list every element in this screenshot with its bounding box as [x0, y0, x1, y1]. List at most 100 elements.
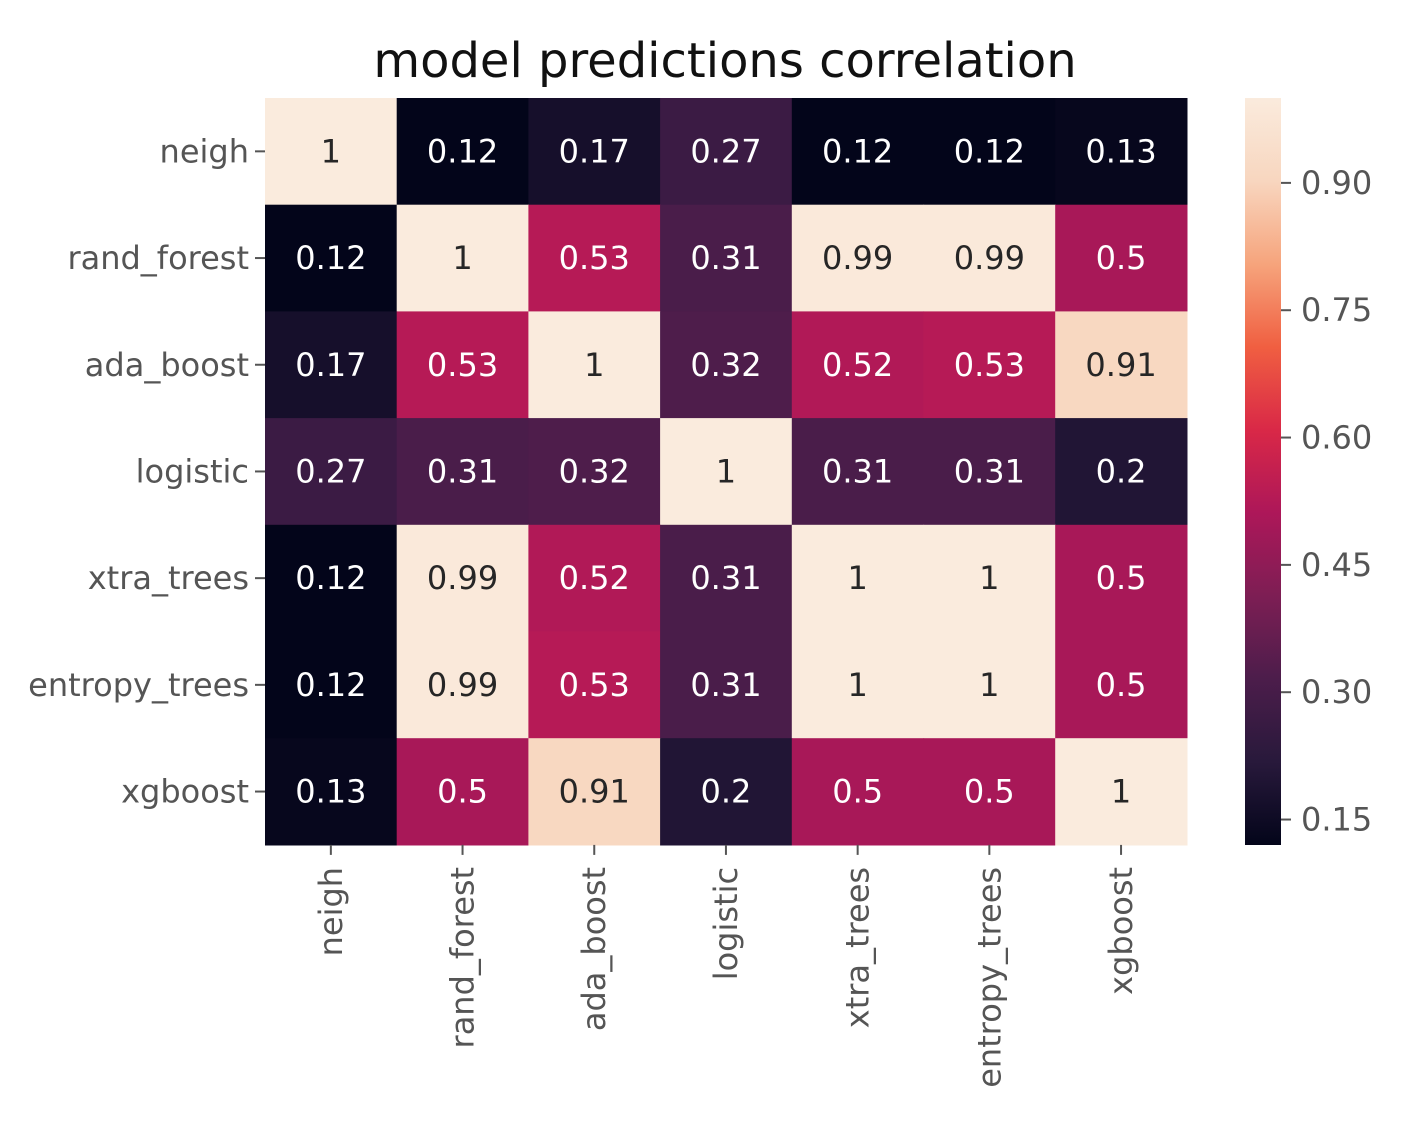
heatmap-cell — [660, 311, 793, 419]
cell-value-label: 0.91 — [1085, 346, 1156, 384]
heatmap-cell — [791, 204, 925, 312]
cell-value-label: 0.31 — [690, 559, 761, 597]
heatmap-cell — [1055, 98, 1188, 206]
cell-value-label: 0.52 — [822, 346, 893, 384]
x-tick-label: entropy_trees — [970, 867, 1008, 1088]
heatmap-cell-labels: 1 0.12 0.17 0.27 0.12 0.12 0.13 0.12 1 0.53 0.31 0.… — [295, 132, 1156, 810]
x-tick-label: xtra_trees — [839, 867, 877, 1028]
cell-value-label: 0.27 — [690, 132, 761, 170]
heatmap-cell — [528, 738, 661, 846]
cell-value-label: 0.99 — [822, 239, 893, 277]
x-tick-label: ada_boost — [575, 867, 613, 1031]
colorbar-tick-label: 0.30 — [1301, 673, 1372, 711]
heatmap-cell — [265, 738, 398, 846]
cell-value-label: 0.5 — [964, 773, 1015, 811]
heatmap-cell — [265, 311, 398, 419]
cell-value-label: 1 — [584, 346, 604, 384]
cell-value-label: 0.13 — [295, 773, 366, 811]
y-tick-label: entropy_trees — [28, 666, 249, 704]
heatmap-cell — [528, 524, 661, 633]
heatmap-cell — [660, 738, 793, 846]
heatmap-cells — [265, 98, 1188, 846]
heatmap-cell — [1055, 311, 1188, 419]
y-tick-label: ada_boost — [85, 346, 249, 384]
heatmap-cell — [396, 98, 529, 206]
cell-value-label: 0.53 — [559, 239, 630, 277]
colorbar-tick-label: 0.75 — [1301, 291, 1372, 329]
cell-value-label: 0.32 — [690, 346, 761, 384]
colorbar-tick-label: 0.15 — [1301, 801, 1372, 839]
heatmap-cell — [923, 524, 1056, 633]
cell-value-label: 1 — [847, 559, 867, 597]
heatmap-cell — [791, 524, 925, 633]
cell-value-label: 0.12 — [295, 666, 366, 704]
heatmap-cell — [1055, 418, 1188, 526]
heatmap-cell — [791, 418, 925, 526]
heatmap-cell — [923, 631, 1056, 739]
cell-value-label: 0.12 — [295, 559, 366, 597]
cell-value-label: 1 — [979, 559, 999, 597]
cell-value-label: 0.5 — [1096, 666, 1147, 704]
heatmap-cell — [265, 204, 398, 312]
cell-value-label: 0.5 — [1096, 559, 1147, 597]
cell-value-label: 0.31 — [690, 239, 761, 277]
heatmap-cell — [660, 418, 793, 526]
cell-value-label: 0.91 — [559, 773, 630, 811]
y-tick-label: logistic — [136, 452, 249, 490]
colorbar-tick-label: 0.90 — [1301, 164, 1372, 202]
cell-value-label: 0.2 — [701, 773, 752, 811]
cell-value-label: 0.53 — [559, 666, 630, 704]
heatmap-cell — [396, 631, 529, 739]
cell-value-label: 1 — [1111, 773, 1131, 811]
cell-value-label: 0.17 — [295, 346, 366, 384]
heatmap-cell — [528, 631, 661, 739]
cell-value-label: 0.99 — [427, 559, 498, 597]
heatmap-cell — [528, 311, 661, 419]
x-tick-label: logistic — [707, 867, 745, 980]
cell-value-label: 0.32 — [559, 452, 630, 490]
x-axis: neigh rand_forest ada_boost logistic xtra_tr… — [312, 844, 1140, 1088]
heatmap-cell — [1055, 738, 1188, 846]
cell-value-label: 0.17 — [559, 132, 630, 170]
heatmap-cell — [791, 311, 925, 419]
colorbar: 0.15 0.30 0.45 0.60 0.75 0.90 — [1245, 98, 1372, 845]
y-tick-label: xtra_trees — [88, 559, 249, 597]
cell-value-label: 0.31 — [690, 666, 761, 704]
colorbar-tick-label: 0.45 — [1301, 546, 1372, 584]
cell-value-label: 0.12 — [822, 132, 893, 170]
heatmap-cell — [528, 204, 661, 312]
cell-value-label: 0.99 — [427, 666, 498, 704]
heatmap-cell — [660, 524, 793, 633]
heatmap-cell — [396, 311, 529, 419]
heatmap-cell — [923, 98, 1056, 206]
heatmap-cell — [923, 738, 1056, 846]
cell-value-label: 0.5 — [1096, 239, 1147, 277]
cell-value-label: 0.2 — [1096, 452, 1147, 490]
heatmap-cell — [791, 738, 925, 846]
heatmap-cell — [1055, 524, 1188, 633]
heatmap-cell — [923, 311, 1056, 419]
cell-value-label: 1 — [321, 132, 341, 170]
cell-value-label: 0.52 — [559, 559, 630, 597]
cell-value-label: 0.12 — [954, 132, 1025, 170]
heatmap-cell — [396, 418, 529, 526]
x-tick-label: rand_forest — [444, 867, 482, 1049]
cell-value-label: 1 — [452, 239, 472, 277]
heatmap-cell — [265, 631, 398, 739]
heatmap-cell — [791, 98, 925, 206]
chart-title: model predictions correlation — [373, 33, 1076, 89]
heatmap-cell — [660, 631, 793, 739]
heatmap-cell — [528, 418, 661, 526]
cell-value-label: 0.5 — [437, 773, 488, 811]
y-tick-label: neigh — [160, 132, 249, 170]
cell-value-label: 1 — [716, 452, 736, 490]
cell-value-label: 0.53 — [427, 346, 498, 384]
cell-value-label: 0.31 — [954, 452, 1025, 490]
colorbar-tick-label: 0.60 — [1301, 419, 1372, 457]
y-axis: neigh rand_forest ada_boost logistic xtra_tr… — [28, 132, 265, 811]
x-tick-label: xgboost — [1102, 867, 1140, 995]
heatmap-cell — [396, 524, 529, 633]
cell-value-label: 1 — [847, 666, 867, 704]
heatmap-cell — [660, 204, 793, 312]
